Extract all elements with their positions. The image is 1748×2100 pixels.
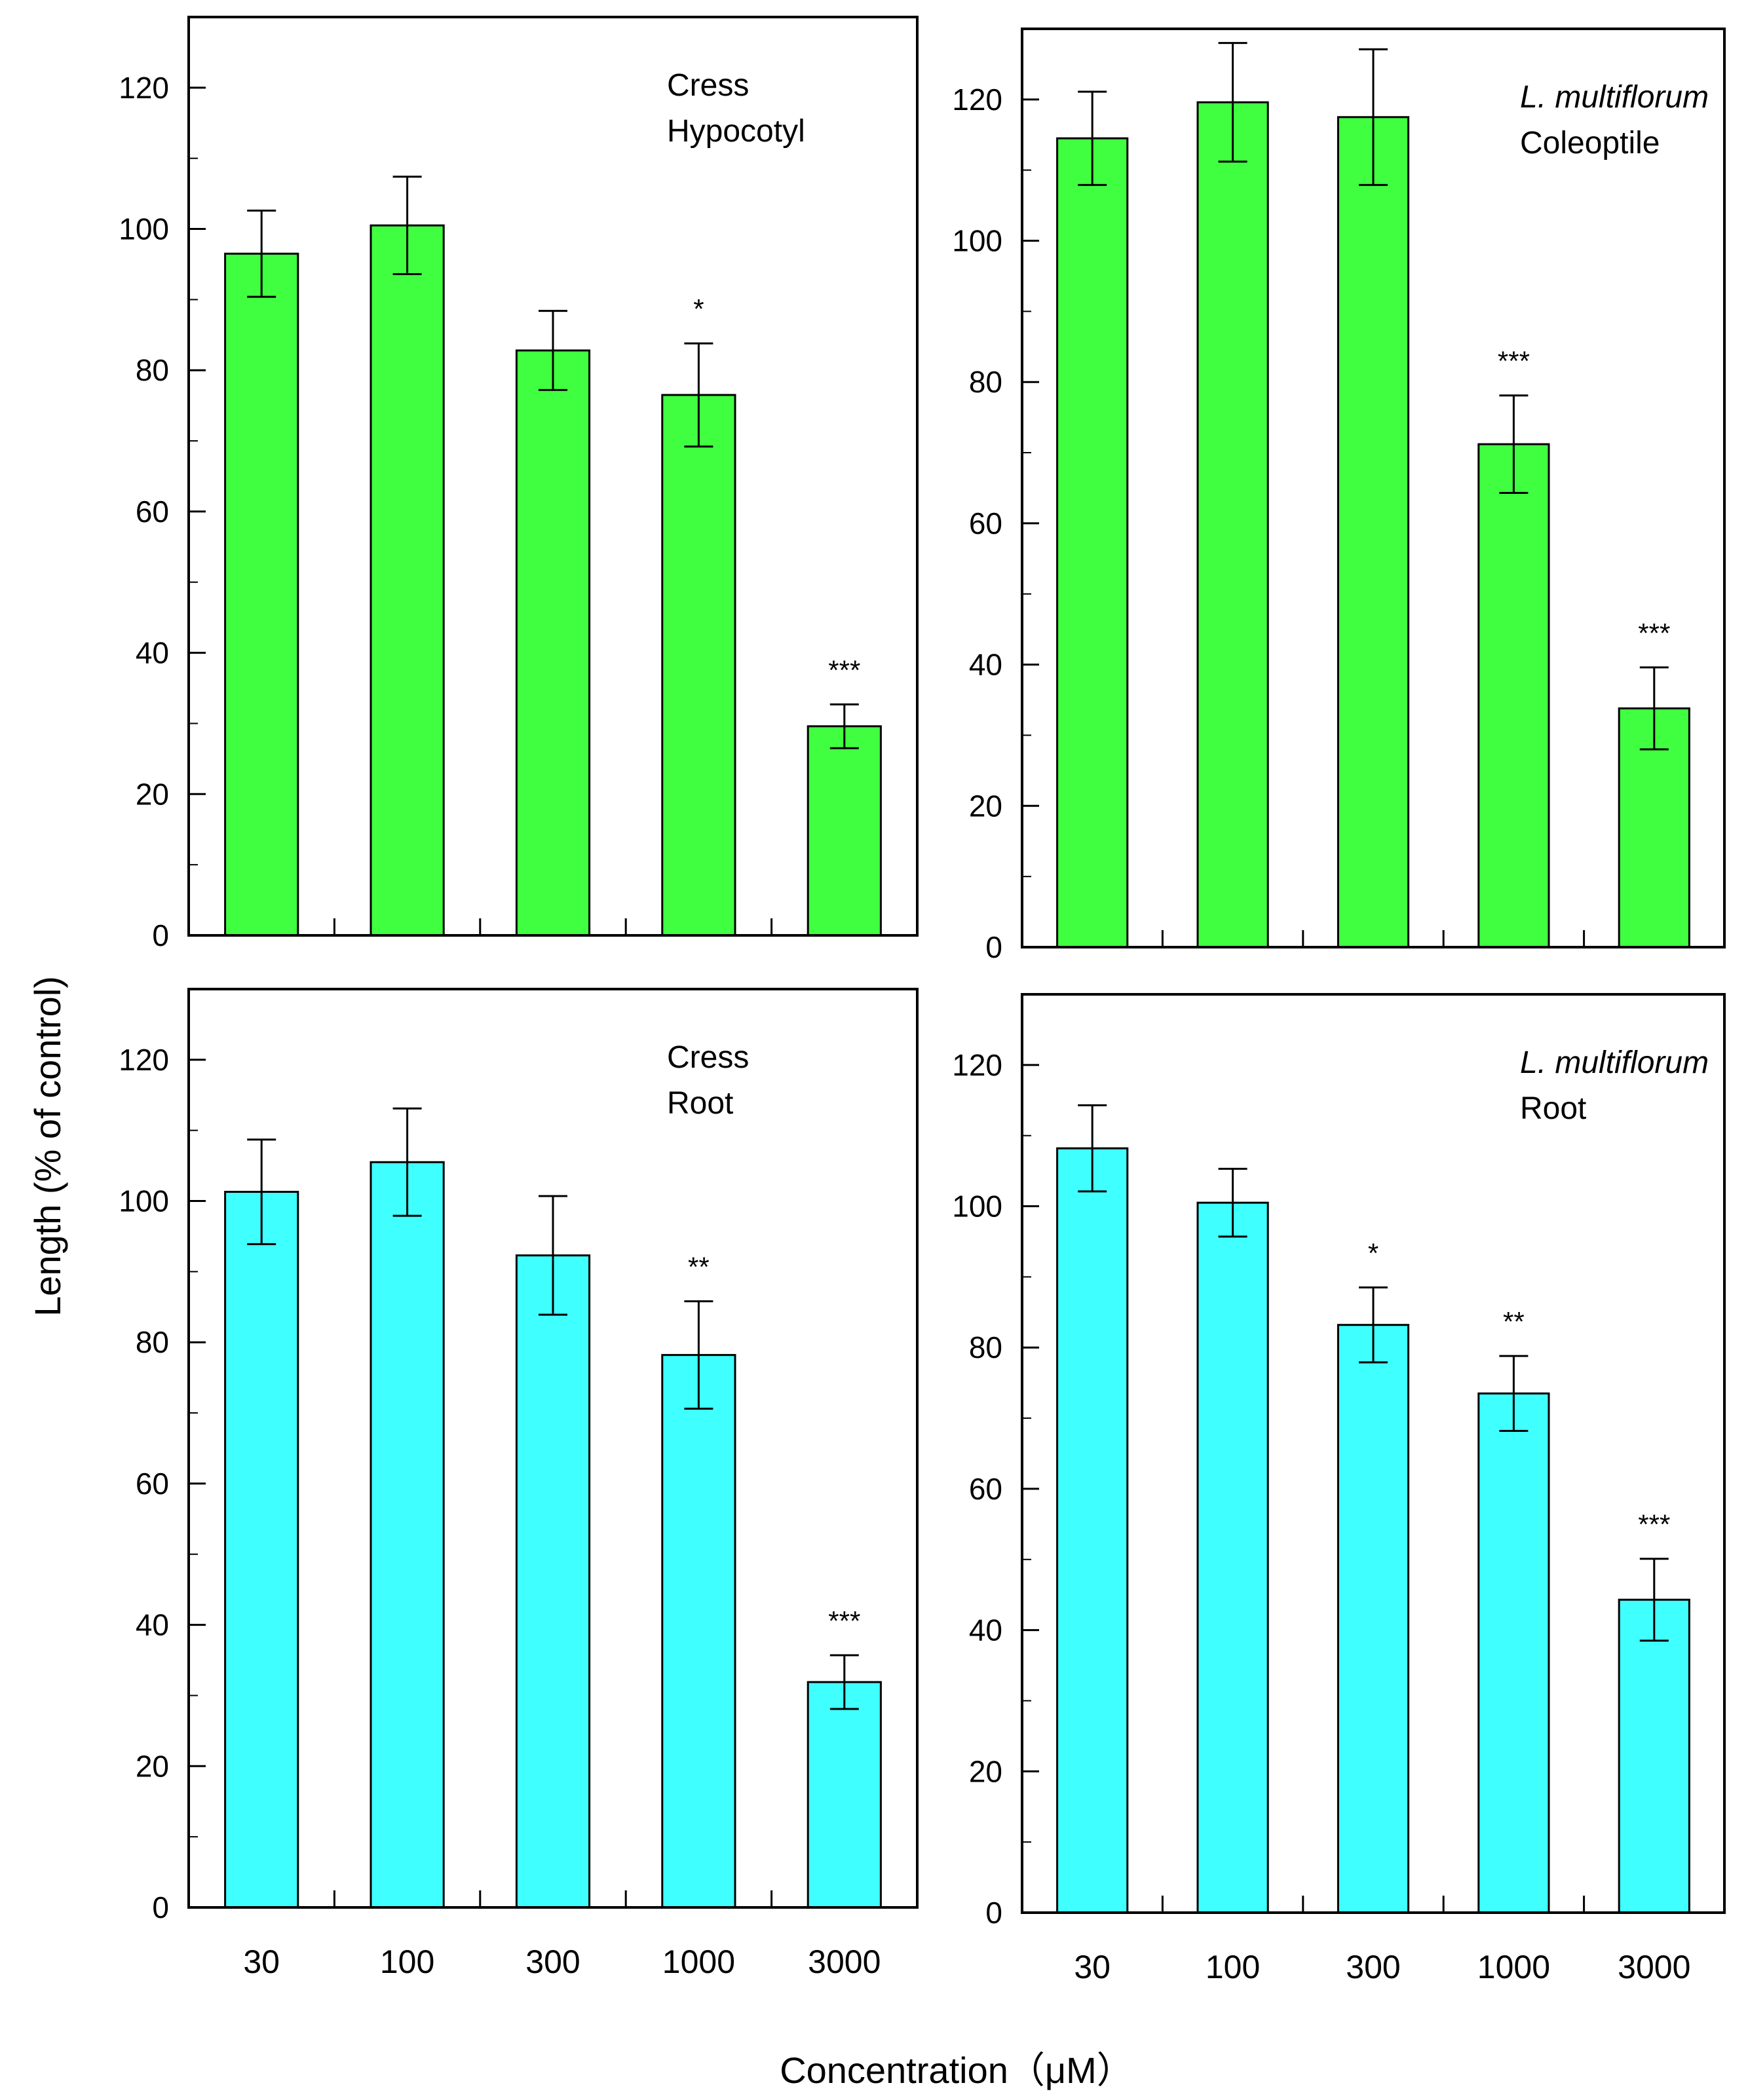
bar-1000 (661, 1354, 736, 1909)
y-tick-label: 80 (969, 1330, 1002, 1364)
y-tick-label: 80 (136, 353, 169, 387)
y-tick-label: 60 (969, 1472, 1002, 1506)
panel-label-line2: Coleoptile (1520, 126, 1660, 160)
plot-frame (1021, 28, 1726, 948)
x-tick-label: 100 (1206, 1949, 1260, 1985)
panel-label-line1: Cress (667, 1040, 749, 1075)
bar-100 (370, 224, 445, 937)
panel-label-line2: Hypocotyl (667, 114, 805, 149)
y-tick-label: 20 (969, 1754, 1002, 1788)
significance-marker: * (1368, 1238, 1378, 1269)
x-tick-label: 300 (1346, 1949, 1400, 1985)
bar-3000 (807, 725, 882, 937)
panel-label-line1: L. multiflorum (1520, 80, 1709, 115)
panel-label-line2: Root (1520, 1091, 1586, 1126)
bar-30 (1056, 1147, 1129, 1914)
bar-300 (515, 1254, 591, 1909)
significance-marker: ** (1503, 1306, 1525, 1337)
significance-marker: ** (688, 1252, 710, 1283)
bar-300 (1337, 116, 1410, 948)
bar-3000 (807, 1681, 882, 1909)
y-tick-label: 100 (119, 1184, 169, 1218)
x-tick-label: 30 (243, 1943, 280, 1980)
bar-300 (515, 349, 591, 937)
significance-marker: *** (828, 654, 860, 685)
y-tick-label: 40 (969, 1613, 1002, 1647)
bar-100 (370, 1161, 445, 1909)
y-tick-label: 120 (119, 1043, 169, 1077)
y-tick-label: 60 (136, 495, 169, 529)
y-tick-label: 100 (952, 224, 1002, 258)
significance-marker: *** (1498, 346, 1530, 377)
y-tick-label: 0 (985, 1896, 1002, 1930)
bar-300 (1337, 1324, 1410, 1914)
y-tick-label: 0 (985, 930, 1002, 964)
y-tick-label: 20 (969, 789, 1002, 823)
plot-frame (187, 16, 919, 937)
y-tick-label: 100 (119, 212, 169, 246)
x-tick-label: 1000 (1477, 1949, 1550, 1985)
y-tick-label: 0 (152, 918, 169, 952)
panel-label-line1: Cress (667, 68, 749, 103)
significance-marker: * (693, 293, 704, 324)
panels: 020406080100120****CressHypocotyl0204060… (119, 16, 1726, 1985)
y-tick-label: 80 (969, 365, 1002, 399)
x-tick-label: 30 (1074, 1949, 1111, 1985)
y-tick-label: 40 (136, 636, 169, 670)
y-tick-label: 40 (136, 1608, 169, 1642)
bar-100 (1196, 1201, 1269, 1914)
significance-marker: *** (828, 1605, 860, 1636)
y-tick-label: 20 (136, 1749, 169, 1783)
plot-frame (1021, 993, 1726, 1914)
bar-3000 (1618, 1598, 1690, 1914)
y-tick-label: 60 (136, 1467, 169, 1501)
panel-label-line1: L. multiflorum (1520, 1045, 1709, 1080)
y-tick-label: 60 (969, 506, 1002, 540)
bar-30 (224, 252, 299, 937)
bar-30 (224, 1191, 299, 1909)
significance-marker: *** (1638, 618, 1670, 648)
significance-marker: *** (1638, 1509, 1670, 1540)
y-tick-label: 120 (952, 83, 1002, 117)
y-tick-label: 100 (952, 1190, 1002, 1224)
plot-frame (187, 988, 919, 1909)
bar-100 (1196, 101, 1269, 948)
y-tick-label: 80 (136, 1325, 169, 1359)
x-axis-label: Concentration（μM） (780, 2050, 1133, 2091)
y-axis-label: Length (% of control) (27, 976, 68, 1317)
y-tick-label: 120 (119, 71, 169, 105)
y-tick-label: 120 (952, 1048, 1002, 1082)
bar-30 (1056, 137, 1129, 948)
x-tick-label: 300 (525, 1943, 580, 1980)
x-tick-label: 1000 (662, 1943, 735, 1980)
bar-1000 (661, 394, 736, 937)
y-tick-label: 40 (969, 648, 1002, 682)
x-tick-label: 3000 (808, 1943, 881, 1980)
bar-1000 (1477, 1392, 1550, 1914)
panel-label-line2: Root (667, 1086, 733, 1121)
x-tick-label: 3000 (1618, 1949, 1690, 1985)
y-tick-label: 20 (136, 777, 169, 811)
panel-2: 0 20 40 60 80 100 120 *** *** L. multiflorum Coleo… (952, 28, 1726, 964)
y-tick-label: 0 (152, 1890, 169, 1924)
x-tick-label: 100 (380, 1943, 434, 1980)
bar-1000 (1477, 443, 1550, 948)
